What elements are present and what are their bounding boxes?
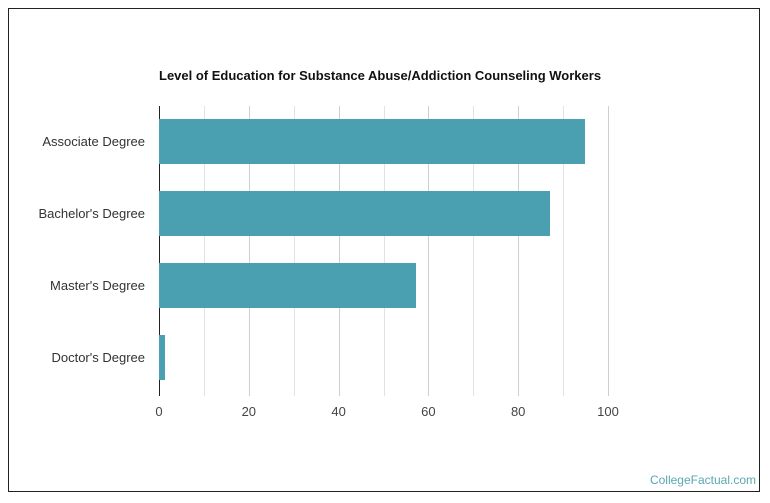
gridline xyxy=(473,106,475,396)
bar[interactable] xyxy=(159,335,165,380)
y-axis-line xyxy=(159,106,160,396)
gridline xyxy=(608,106,609,396)
gridline xyxy=(383,106,385,396)
x-tick-label: 80 xyxy=(510,404,526,419)
category-label: Bachelor's Degree xyxy=(38,206,145,221)
gridline xyxy=(203,106,205,396)
bar[interactable] xyxy=(159,263,416,308)
gridline xyxy=(518,106,520,396)
x-tick-label: 20 xyxy=(241,404,257,419)
category-label: Master's Degree xyxy=(50,278,145,293)
bar[interactable] xyxy=(159,119,586,164)
bar[interactable] xyxy=(159,191,551,236)
gridline xyxy=(563,106,565,396)
gridline xyxy=(428,106,430,396)
gridline xyxy=(293,106,295,396)
category-label: Doctor's Degree xyxy=(51,350,145,365)
category-label: Associate Degree xyxy=(42,134,145,149)
credit-link[interactable]: CollegeFactual.com xyxy=(649,473,756,487)
x-tick-label: 100 xyxy=(597,404,619,419)
gridline xyxy=(338,106,340,396)
gridline xyxy=(248,106,250,396)
plot-area xyxy=(159,106,609,396)
x-tick-label: 40 xyxy=(331,404,346,419)
chart-title: Level of Education for Substance Abuse/A… xyxy=(159,68,602,83)
x-tick-label: 60 xyxy=(421,404,436,419)
x-tick-label: 0 xyxy=(155,404,163,419)
